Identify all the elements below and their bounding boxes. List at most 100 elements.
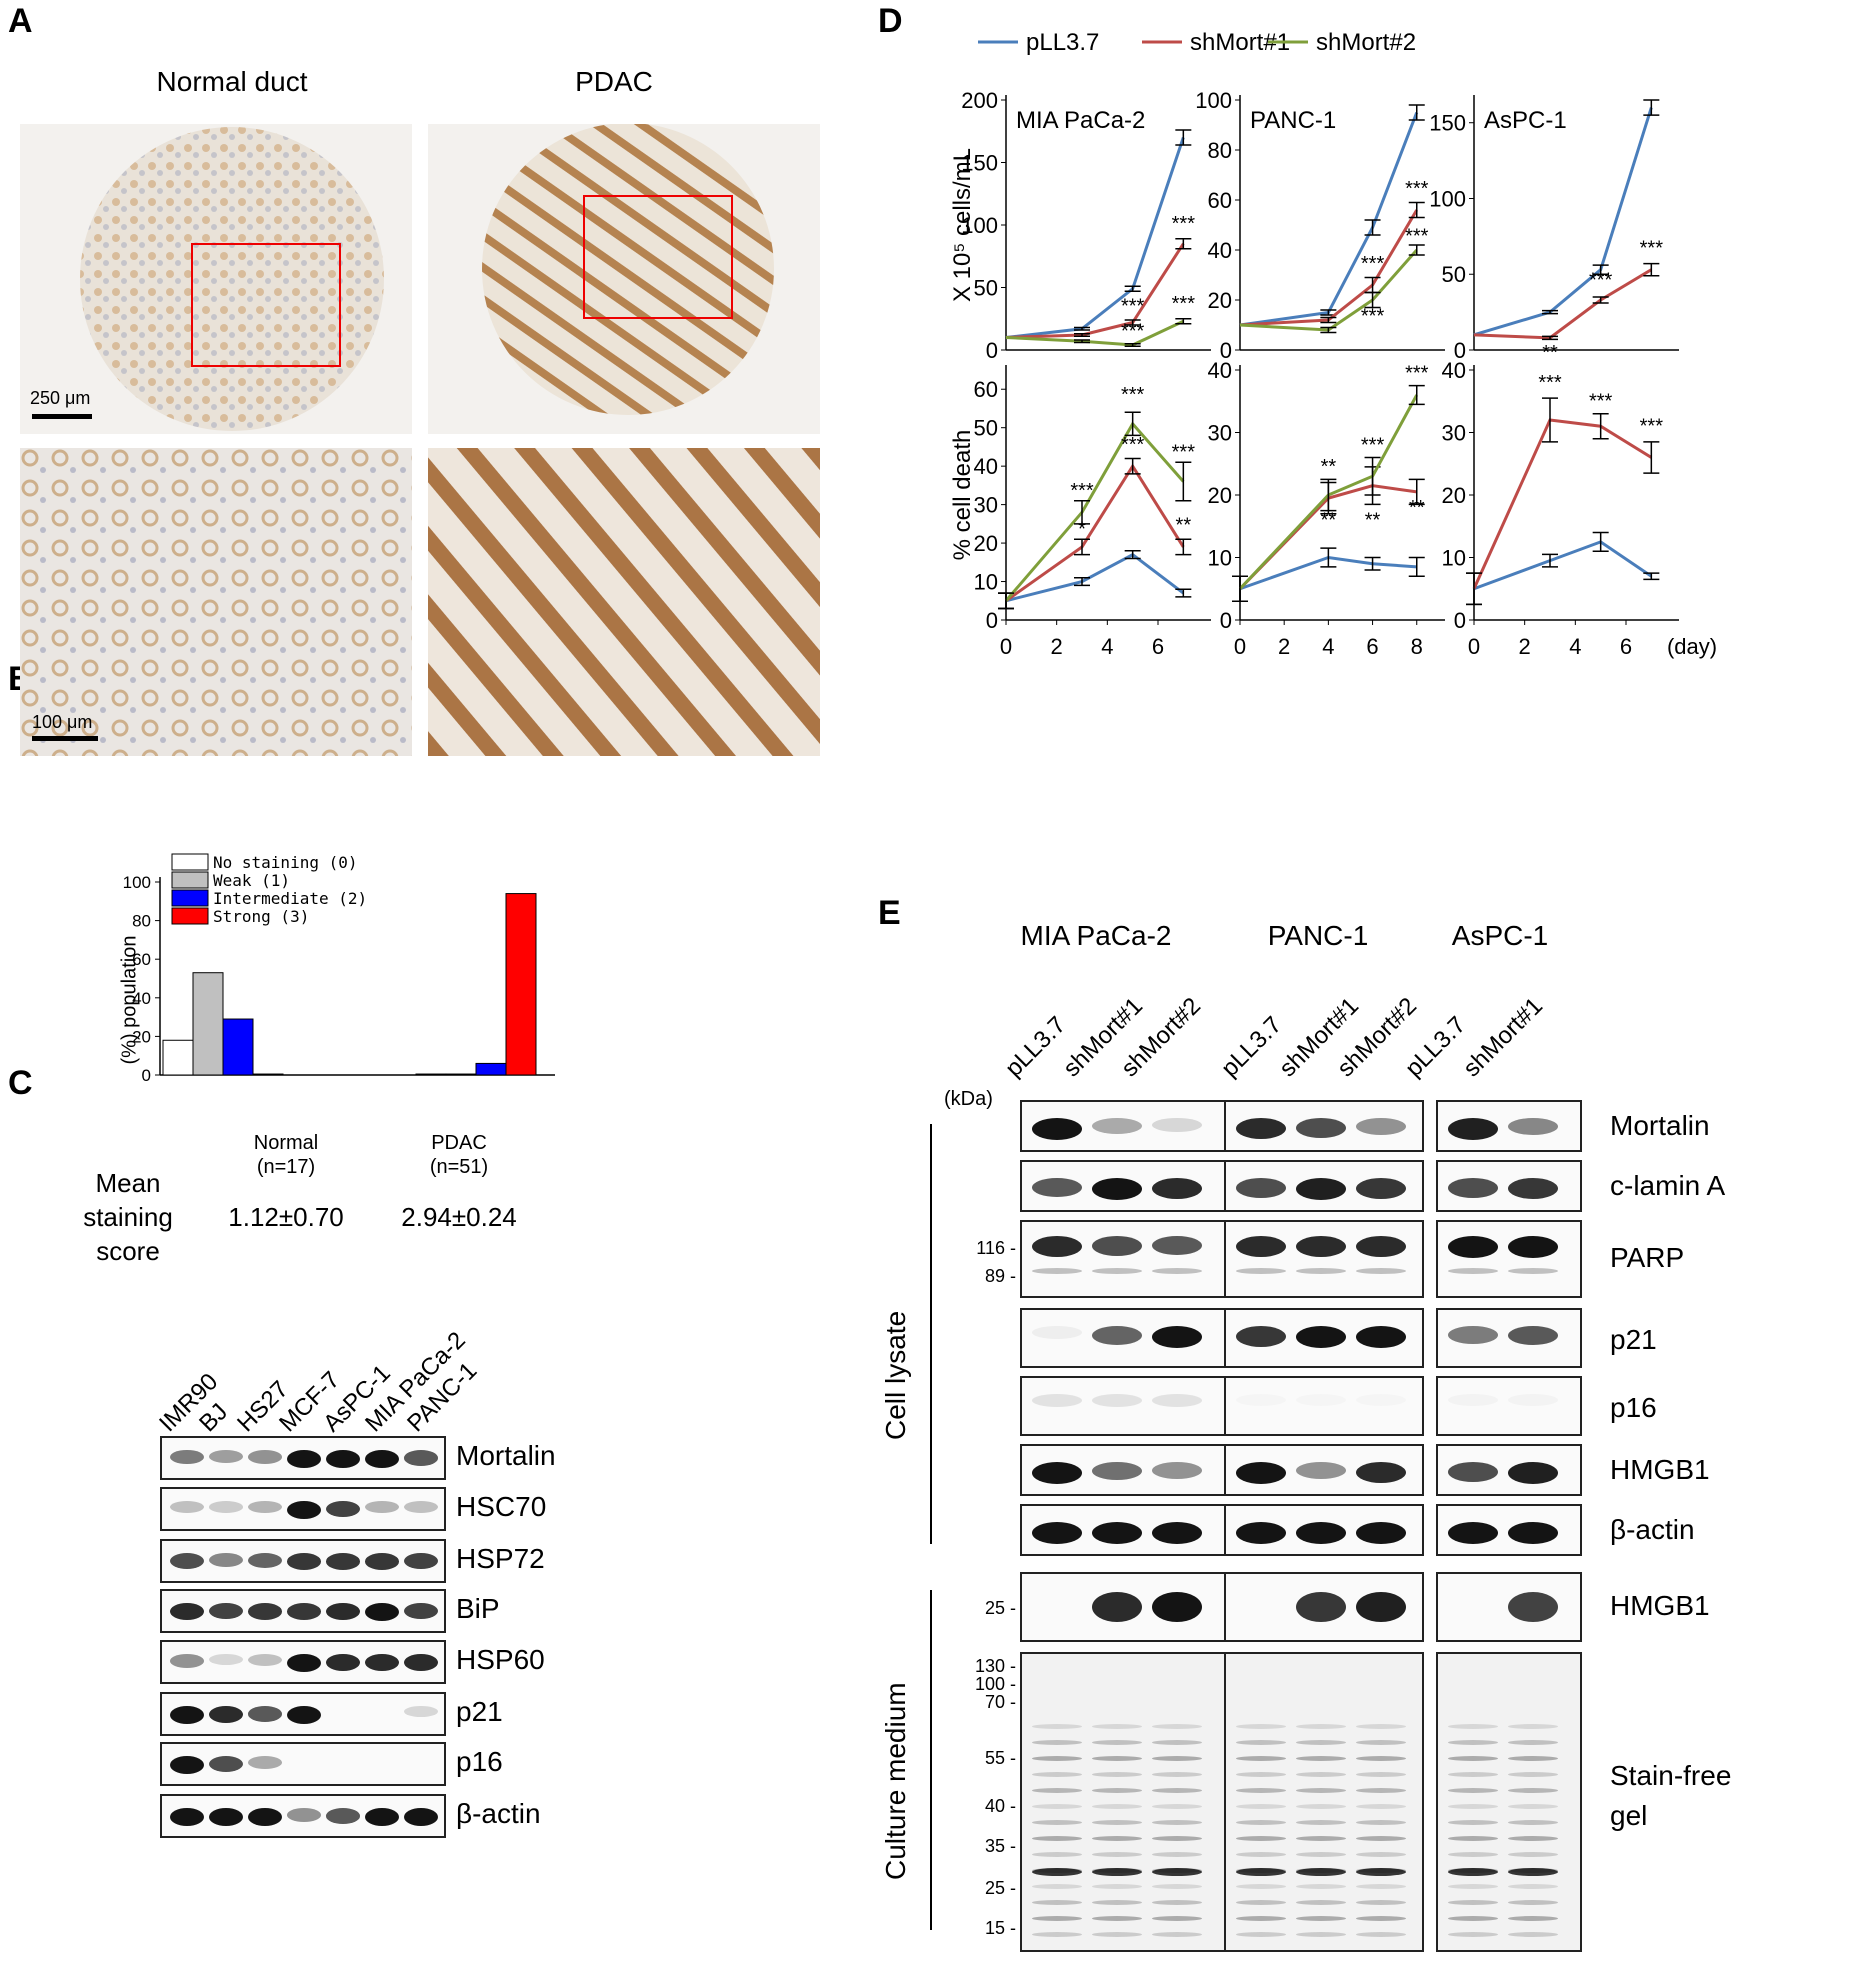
d-ytick-label: 100 <box>1195 88 1232 113</box>
e-blot-strip <box>1020 1308 1230 1368</box>
e-gel-band <box>1508 1932 1558 1937</box>
e-gel-band <box>1236 1804 1286 1809</box>
e-gel-band <box>1508 1884 1558 1889</box>
d-significance: *** <box>1172 441 1196 463</box>
d-ytick-label: 0 <box>1454 608 1466 633</box>
e-band <box>1296 1326 1346 1348</box>
c-band <box>209 1808 243 1826</box>
histology-pdac-core <box>428 124 820 434</box>
e-row-label: HMGB1 <box>1610 1454 1710 1485</box>
e-blot-strip <box>1224 1376 1424 1436</box>
c-band <box>404 1654 438 1672</box>
d-error-bar <box>1643 572 1660 581</box>
e-gel-band <box>1092 1724 1142 1729</box>
e-gel-band <box>1448 1884 1498 1889</box>
b-legend-swatch <box>171 853 209 871</box>
d-error-bar <box>1074 500 1090 525</box>
c-band <box>248 1603 282 1620</box>
e-band <box>1296 1462 1346 1479</box>
e-gel-band <box>1296 1836 1346 1841</box>
c-band <box>170 1654 204 1668</box>
d-series-line <box>1473 268 1653 340</box>
d-chart-title: PANC-1 <box>1250 107 1336 134</box>
e-band <box>1356 1118 1406 1135</box>
e-gel-band <box>1236 1740 1286 1745</box>
d-ytick-label: 50 <box>974 276 998 301</box>
e-gel-band <box>1152 1820 1202 1825</box>
e-blot-strip <box>1020 1160 1230 1212</box>
scale-bar-bottom-label: 100 μm <box>32 712 93 732</box>
d-ytick-label: 100 <box>961 213 998 238</box>
d-significance: *** <box>1172 293 1196 315</box>
mean-label-3: score <box>96 1236 160 1266</box>
e-band <box>1448 1326 1498 1344</box>
c-row-label: HSP72 <box>456 1543 545 1574</box>
b-bar <box>192 972 224 1076</box>
d-significance: ** <box>1409 497 1425 519</box>
d-ytick-label: 200 <box>961 88 998 113</box>
e-gel-band <box>1236 1900 1286 1905</box>
c-band <box>209 1603 243 1620</box>
d-error-bar <box>1542 397 1558 443</box>
e-gel-band <box>1296 1916 1346 1921</box>
e-blot-strip <box>1436 1444 1582 1496</box>
c-band <box>209 1501 243 1513</box>
e-gel-band <box>1356 1852 1406 1857</box>
d-significance: *** <box>1589 391 1613 413</box>
e-gel-marker: 100 - <box>974 1674 1016 1694</box>
c-band <box>404 1808 438 1826</box>
b-bar <box>415 1073 447 1076</box>
d-xtick-label: 6 <box>1366 634 1378 659</box>
e-gel-band <box>1356 1820 1406 1825</box>
e-gel-band <box>1152 1724 1202 1729</box>
b-ytick-label: 20 <box>132 1027 151 1046</box>
e-band <box>1508 1118 1558 1135</box>
d-xtick-label: 2 <box>1051 634 1063 659</box>
d-xtick-label: 0 <box>1468 634 1480 659</box>
c-band <box>170 1756 204 1774</box>
e-band <box>1236 1522 1286 1544</box>
d-ytick-label: 0 <box>986 608 998 633</box>
d-ytick-label: 0 <box>1220 338 1232 363</box>
d-error-bar <box>1124 457 1141 475</box>
e-band <box>1296 1592 1346 1622</box>
e-band <box>1092 1236 1142 1256</box>
b-legend-label: Strong (3) <box>213 907 309 926</box>
e-band <box>1092 1592 1142 1622</box>
e-gel-band-strong <box>1236 1868 1286 1876</box>
e-band <box>1296 1522 1346 1544</box>
d-error-bar <box>1542 309 1558 315</box>
e-gel-band-strong <box>1508 1868 1558 1876</box>
d-series-line <box>1473 107 1653 337</box>
c-band <box>170 1553 204 1569</box>
d-significance: *** <box>1172 213 1196 235</box>
d-ytick-label: 150 <box>961 151 998 176</box>
e-blot-strip <box>1224 1308 1424 1368</box>
e-gel-strip <box>1436 1652 1582 1952</box>
e-gel-band <box>1236 1788 1286 1793</box>
e-band <box>1508 1236 1558 1258</box>
e-gel-band <box>1296 1820 1346 1825</box>
e-blot-strip <box>1436 1100 1582 1152</box>
e-blot-strip <box>1224 1220 1424 1298</box>
b-legend-label: Intermediate (2) <box>213 889 367 908</box>
d-series-line <box>1238 394 1419 590</box>
c-band <box>404 1706 438 1718</box>
e-gel-band <box>1032 1820 1082 1825</box>
d-error-bar <box>1175 538 1192 556</box>
panel-label-c: C <box>8 1064 33 1102</box>
e-band-cleaved <box>1356 1268 1406 1274</box>
e-band-cleaved <box>1152 1268 1202 1274</box>
e-band <box>1032 1326 1082 1339</box>
e-band-cleaved <box>1448 1268 1498 1274</box>
c-band <box>326 1808 360 1824</box>
e-gel-band <box>1092 1916 1142 1921</box>
e-row-label: β-actin <box>1610 1514 1695 1545</box>
growth-death-line-charts: pLL3.7 shMort#1 shMort#2X 10⁵ cells/mL0501… <box>949 29 1717 659</box>
c-band <box>170 1808 204 1826</box>
e-gel-band <box>1092 1836 1142 1841</box>
d-series-line <box>1239 249 1418 332</box>
c-band <box>326 1450 360 1468</box>
e-band <box>1092 1394 1142 1407</box>
d-significance: *** <box>1361 306 1385 328</box>
